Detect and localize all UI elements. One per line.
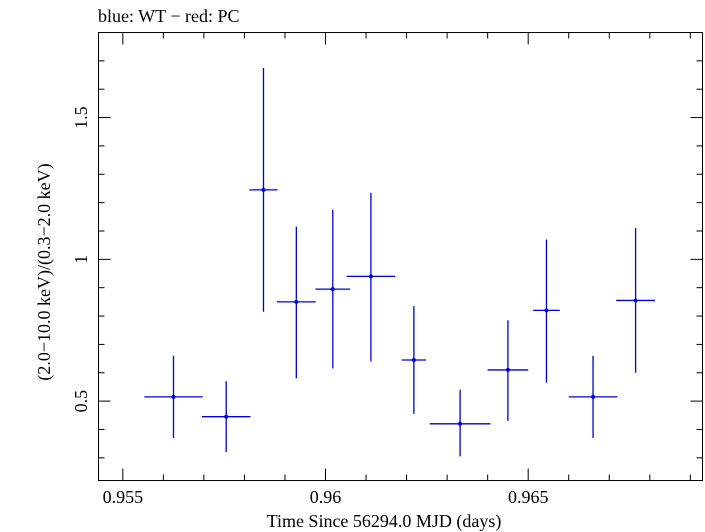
plot-frame bbox=[98, 32, 703, 481]
point-marker bbox=[294, 299, 299, 304]
data-point bbox=[616, 228, 656, 373]
point-marker bbox=[224, 414, 229, 419]
data-point bbox=[568, 355, 618, 438]
point-marker bbox=[368, 274, 373, 279]
y-tick-label: 1.5 bbox=[71, 106, 91, 129]
point-marker bbox=[544, 308, 549, 313]
data-series-wt bbox=[144, 67, 656, 457]
point-marker bbox=[411, 357, 416, 362]
data-point bbox=[249, 67, 278, 312]
x-tick-label: 0.965 bbox=[508, 487, 549, 507]
data-point bbox=[315, 209, 351, 369]
point-marker bbox=[458, 421, 463, 426]
data-point bbox=[429, 389, 491, 457]
y-tick-label: 1 bbox=[71, 255, 91, 264]
point-marker bbox=[591, 394, 596, 399]
data-point bbox=[487, 320, 529, 421]
x-axis-label: Time Since 56294.0 MJD (days) bbox=[267, 511, 502, 532]
point-marker bbox=[330, 287, 335, 292]
data-point bbox=[533, 239, 560, 383]
point-marker bbox=[505, 367, 510, 372]
point-marker bbox=[171, 394, 176, 399]
x-tick-label: 0.955 bbox=[103, 487, 144, 507]
chart-title: blue: WT − red: PC bbox=[98, 6, 239, 26]
axis-ticks: 0.955 0.96 0.965 0.5 1 1.5 bbox=[71, 32, 703, 507]
data-point bbox=[201, 381, 251, 453]
point-marker bbox=[261, 187, 266, 192]
y-axis-label: (2.0−10.0 keV)/(0.3−2.0 keV) bbox=[34, 163, 55, 380]
data-point bbox=[276, 226, 316, 379]
x-tick-label: 0.96 bbox=[310, 487, 342, 507]
point-marker bbox=[633, 298, 638, 303]
data-point bbox=[401, 306, 427, 414]
y-tick-label: 0.5 bbox=[71, 390, 91, 413]
data-point bbox=[346, 192, 396, 362]
data-point bbox=[144, 355, 203, 438]
